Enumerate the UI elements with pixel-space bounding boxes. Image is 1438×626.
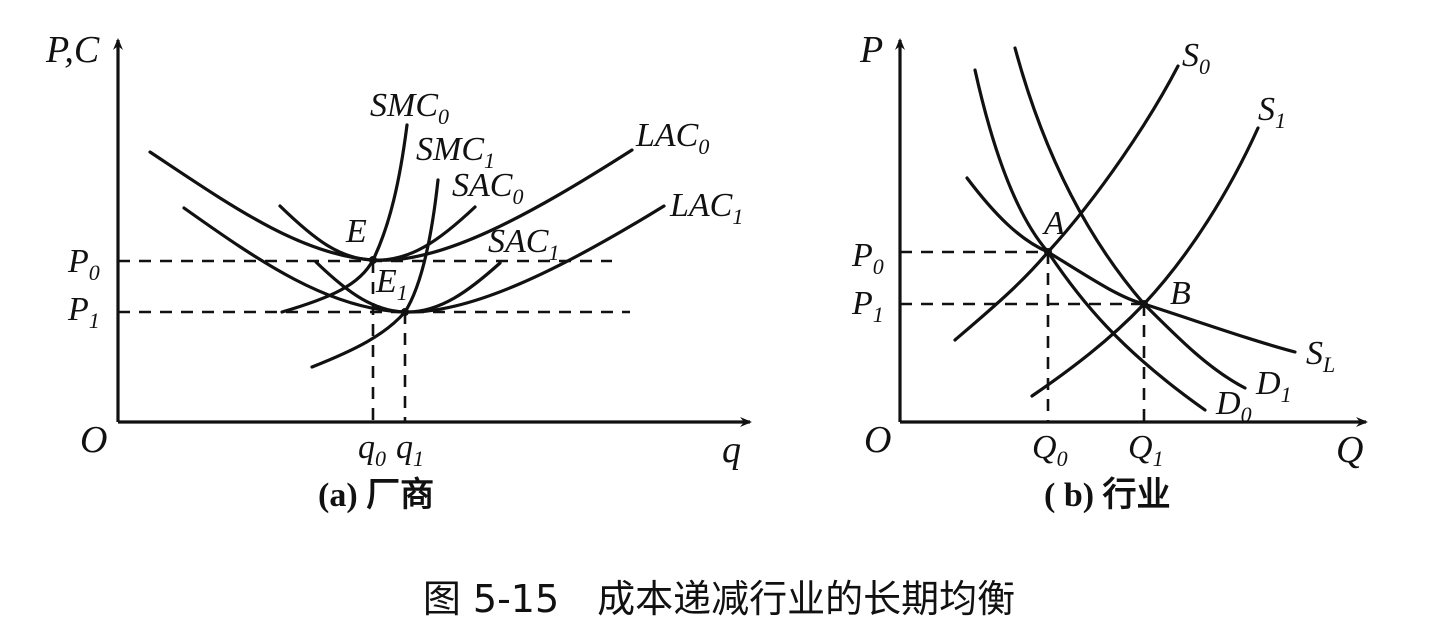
panel-b-caption: ( b) 行业 bbox=[1044, 476, 1171, 514]
sl-label: SL bbox=[1306, 335, 1335, 377]
smc1-label: SMC1 bbox=[416, 131, 495, 173]
s1-label: S1 bbox=[1258, 91, 1286, 133]
panel-a-origin-label: O bbox=[80, 419, 107, 461]
d1-curve bbox=[1013, 46, 1247, 390]
point-a-dot bbox=[1044, 248, 1052, 256]
panel-b-x-axis-label: Q bbox=[1336, 429, 1363, 471]
sl-curve bbox=[965, 176, 1297, 354]
panel-a-x-axis-label: q bbox=[722, 429, 741, 471]
point-b-dot bbox=[1140, 300, 1148, 308]
panel-b-q1-label: Q1 bbox=[1128, 429, 1164, 471]
d1-label: D1 bbox=[1255, 365, 1292, 407]
lac1-label: LAC1 bbox=[669, 187, 743, 229]
panel-a-q0-label: q0 bbox=[358, 429, 386, 471]
panel-a-q1-label: q1 bbox=[396, 429, 424, 471]
figure-number: 图 5-15 bbox=[422, 577, 560, 621]
panel-a-y-axis-label: P,C bbox=[45, 29, 100, 71]
figure-caption: 图 5-15 成本递减行业的长期均衡 bbox=[0, 568, 1438, 623]
smc0-label: SMC0 bbox=[370, 87, 449, 129]
lac0-label: LAC0 bbox=[635, 117, 709, 159]
panel-b-industry: P Q O P0 P1 Q0 Q1 S0 S1 SL D1 D0 A B ( b… bbox=[851, 29, 1368, 514]
figure-title: 成本递减行业的长期均衡 bbox=[597, 577, 1016, 621]
point-b-label: B bbox=[1170, 275, 1191, 312]
sac1-label: SAC1 bbox=[488, 223, 559, 265]
d0-curve bbox=[973, 68, 1207, 412]
panel-a-caption: (a) 厂商 bbox=[318, 476, 434, 514]
s0-curve bbox=[953, 64, 1180, 342]
panel-a-firm: P,C q O P0 P1 q0 q1 SMC0 SMC1 SAC0 SAC1 … bbox=[45, 29, 752, 514]
point-a-label: A bbox=[1042, 205, 1065, 242]
panel-b-p0-label: P0 bbox=[851, 237, 884, 279]
panel-b-q0-label: Q0 bbox=[1032, 429, 1068, 471]
panel-b-origin-label: O bbox=[864, 419, 891, 461]
point-e-label: E bbox=[345, 213, 367, 250]
s0-label: S0 bbox=[1182, 37, 1210, 79]
point-e1-dot bbox=[401, 308, 409, 316]
panel-a-p0-label: P0 bbox=[67, 243, 100, 285]
sac0-label: SAC0 bbox=[452, 167, 523, 209]
smc1-curve bbox=[310, 178, 440, 369]
panel-a-p1-label: P1 bbox=[67, 291, 100, 333]
panel-b-p1-label: P1 bbox=[851, 285, 884, 327]
panel-b-y-axis-label: P bbox=[859, 29, 883, 71]
d0-label: D0 bbox=[1215, 385, 1252, 427]
point-e1-label: E1 bbox=[375, 263, 408, 305]
point-e-dot bbox=[369, 256, 377, 264]
